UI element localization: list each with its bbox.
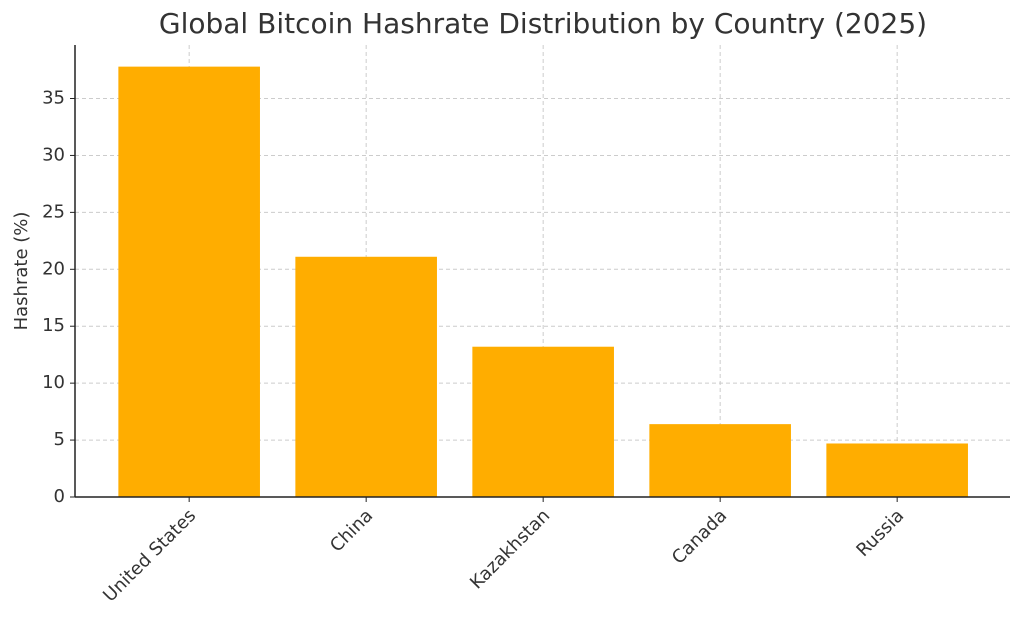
bar [826,443,968,497]
y-axis-label: Hashrate (%) [11,212,32,331]
y-tick-label: 10 [42,372,65,393]
bar [649,424,791,497]
x-tick-label: Canada [668,505,731,568]
x-tick-label: Russia [852,505,908,561]
x-tick-label: Kazakhstan [466,505,554,593]
y-tick-label: 0 [54,486,65,507]
x-tick-label: United States [99,505,200,606]
bars [118,66,968,498]
y-tick-label: 5 [54,429,65,450]
bar [118,66,260,498]
chart-title: Global Bitcoin Hashrate Distribution by … [159,7,927,40]
bar [472,346,614,497]
y-tick-label: 15 [42,315,65,336]
y-tick-label: 30 [42,144,65,165]
x-tick-label: China [326,505,377,556]
y-tick-label: 35 [42,88,65,109]
y-tick-label: 25 [42,201,65,222]
bar [295,256,437,497]
y-tick-label: 20 [42,258,65,279]
